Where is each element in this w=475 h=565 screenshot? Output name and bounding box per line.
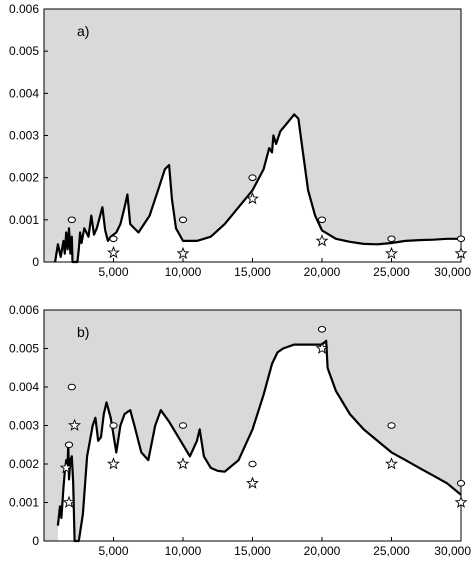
panel-label: b) [77,324,89,340]
star-marker [59,461,73,474]
star-marker [176,246,190,260]
y-tick-label: 0.005 [9,44,39,58]
star-marker [385,246,398,260]
y-tick-label: 0.002 [9,457,39,471]
circle-marker [64,441,74,449]
circle-marker [67,216,76,224]
y-tick-label: 0.003 [9,129,39,143]
shaded-region [44,310,461,541]
y-tick-label: 0 [32,534,39,548]
y-tick-label: 0.003 [9,419,39,433]
circle-marker [248,460,257,468]
circle-marker [317,326,327,333]
circle-marker [109,422,118,429]
x-tick-label: 25,000 [373,265,410,279]
series-line [56,339,462,543]
star-marker [315,341,329,354]
circle-marker [456,480,466,487]
star-marker [385,457,398,470]
star-marker [246,192,259,205]
star-marker [107,457,120,470]
y-tick-label: 0.006 [9,2,39,16]
shaded-region [44,9,461,262]
x-tick-label: 15,000 [234,544,271,558]
circle-marker [109,235,118,243]
circle-marker [456,235,466,243]
y-tick-label: 0.004 [9,86,39,100]
x-tick-label: 20,000 [304,544,341,558]
y-tick-label: 0.001 [9,496,39,510]
star-marker [246,476,259,489]
x-tick-label: 20,000 [304,265,341,279]
circle-marker [248,174,257,181]
star-marker [315,234,329,247]
y-tick-label: 0.001 [9,213,39,227]
star-marker [176,457,190,470]
circle-marker [178,422,188,429]
star-marker [107,245,120,259]
circle-marker [387,235,396,243]
x-tick-label: 30,000 [434,265,471,279]
circle-marker [387,422,396,429]
x-tick-label: 25,000 [373,544,410,558]
x-tick-label: 10,000 [165,265,202,279]
chart-panel-a: 0 0.001 0.002 0.003 0.004 0.005 0.006 5,000 10,0… [9,2,471,279]
x-tick-label: 5,000 [98,544,128,558]
x-tick-label: 15,000 [234,265,271,279]
y-tick-label: 0.004 [9,380,39,394]
x-tick-label: 10,000 [165,544,202,558]
star-marker [62,495,76,508]
circle-marker [317,216,327,224]
x-tick-label: 30,000 [434,544,471,558]
star-marker [454,246,468,260]
circle-marker [67,383,76,391]
y-tick-label: 0.002 [9,171,39,185]
star-marker [454,495,468,508]
y-tick-label: 0 [32,255,39,269]
star-marker [68,418,82,431]
chart-panel-b: 0 0.001 0.002 0.003 0.004 0.005 0.006 5,000 10,0… [9,303,471,558]
circle-marker [178,216,188,224]
x-tick-label: 5,000 [98,265,128,279]
y-tick-label: 0.005 [9,342,39,356]
y-tick-label: 0.006 [9,303,39,317]
panel-label: a) [77,23,89,39]
